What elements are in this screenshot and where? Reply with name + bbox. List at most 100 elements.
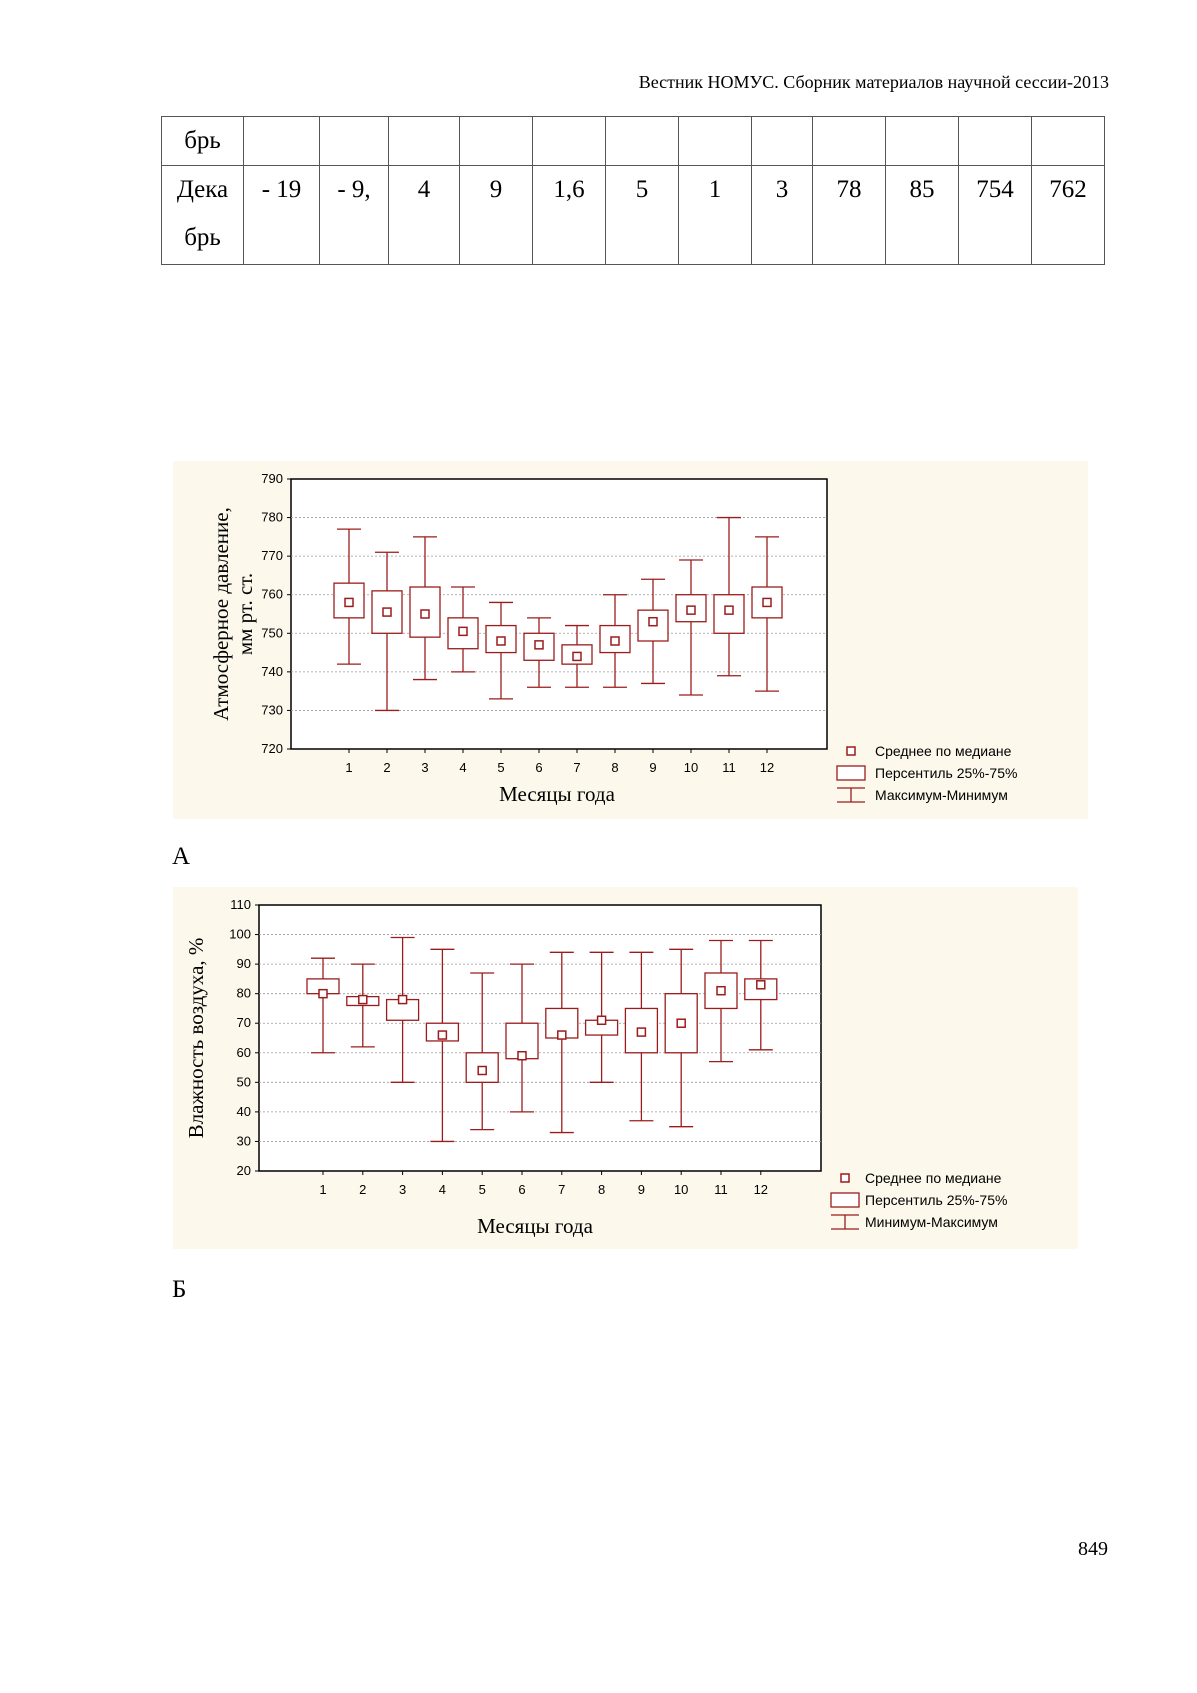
x-axis-label: Месяцы года [477,1214,593,1238]
box-month-11 [704,939,738,1063]
median-marker [477,1065,487,1076]
box-month-10 [675,559,707,696]
table-cell [751,116,813,166]
table-cell [243,116,320,166]
y-tick-label: 110 [230,897,251,912]
x-tick-label: 1 [345,760,352,775]
y-tick-label: 780 [261,510,283,525]
y-axis-label-unit: мм рт. ст. [233,573,257,655]
legend-label: Персентиль 25%-75% [865,1192,1007,1208]
table-cell [319,116,389,166]
legend-label: Минимум-Максимум [865,1214,998,1230]
median-marker [756,980,766,990]
x-tick-label: 4 [439,1182,446,1197]
x-tick-label: 3 [421,760,428,775]
box-month-7 [545,951,579,1134]
table-cell: - 19 [243,165,320,265]
y-tick-label: 90 [237,956,251,971]
median-marker [496,636,506,646]
running-header: Вестник НОМУС. Сборник материалов научно… [638,72,1109,92]
legend-median-icon [846,746,856,756]
legend-box-icon [830,1192,860,1208]
box-month-5 [465,972,499,1131]
table-cell [812,116,886,166]
table-cell: 4 [388,165,460,265]
y-tick-label: 80 [237,986,251,1001]
x-tick-label: 7 [573,760,580,775]
box-month-12 [751,536,783,692]
table-cell [958,116,1032,166]
page-number: 849 [1078,1538,1108,1560]
percentile-box [751,586,783,619]
percentile-box [485,624,517,654]
y-axis-label: Влажность воздуха, % [184,938,208,1139]
x-tick-label: 7 [558,1182,565,1197]
median-marker [382,607,392,617]
table-cell [1031,116,1105,166]
chart-legend: Среднее по медиане Персентиль 25%-75% Мини… [830,1170,1007,1230]
median-marker [636,1027,647,1037]
box-month-3 [385,936,420,1083]
table-cell [532,116,606,166]
table-cell: 754 [958,165,1032,265]
box-month-9 [637,578,669,685]
table-cell [388,116,460,166]
median-marker [534,640,544,650]
y-tick-label: 790 [261,471,283,486]
box-month-10 [664,948,698,1128]
y-tick-label: 760 [261,587,283,602]
y-tick-label: 30 [237,1133,251,1148]
table-cell: 3 [751,165,813,265]
box-month-3 [409,536,441,681]
median-marker [437,1030,448,1040]
chart-a: 720 730 740 750 760 770 780 790 1 2 3 4 5 6 7 8 9 10 11 12 М… [173,461,1088,819]
x-tick-label: 6 [535,760,542,775]
table-cell: Дека брь [161,165,244,265]
box-month-8 [584,951,619,1083]
x-tick-label: 10 [674,1182,688,1197]
table-cell: 1 [678,165,752,265]
y-tick-label: 100 [229,927,251,942]
table-cell: 762 [1031,165,1105,265]
y-tick-label: 50 [237,1074,251,1089]
x-tick-label: 4 [459,760,466,775]
x-axis-label: Месяцы года [499,782,615,806]
median-marker [716,985,726,996]
x-tick-label: 3 [399,1182,406,1197]
y-tick-label: 20 [237,1163,251,1178]
x-tick-label: 1 [319,1182,326,1197]
median-marker [420,609,430,619]
box-month-4 [447,586,479,673]
chart-legend: Среднее по медиане Персентиль 25%-75% Макс… [836,743,1017,803]
table-cell: брь [161,116,244,166]
y-tick-label: 70 [237,1015,251,1030]
box-month-5 [485,601,517,700]
table-cell [605,116,679,166]
box-month-6 [505,963,539,1113]
y-axis-label: Атмосферное давление, [209,507,233,721]
median-marker [517,1050,527,1061]
table-cell: - 9, [319,165,389,265]
median-marker [458,626,468,637]
x-tick-label: 6 [518,1182,525,1197]
legend-label: Среднее по медиане [875,743,1012,759]
table-cell [678,116,752,166]
x-tick-label: 8 [611,760,618,775]
y-tick-label: 60 [237,1045,251,1060]
table-cell: 78 [812,165,886,265]
figure-label-a: А [172,843,191,870]
x-tick-label: 9 [649,760,656,775]
median-marker [572,651,582,662]
x-tick-label: 5 [479,1182,486,1197]
median-marker [318,988,328,999]
box-month-6 [523,617,555,688]
x-tick-label: 12 [760,760,774,775]
box-month-8 [599,594,631,688]
median-marker [344,597,354,608]
x-tick-label: 11 [722,760,736,775]
x-tick-label: 8 [598,1182,605,1197]
median-marker [596,1015,607,1026]
y-tick-label: 770 [261,548,283,563]
